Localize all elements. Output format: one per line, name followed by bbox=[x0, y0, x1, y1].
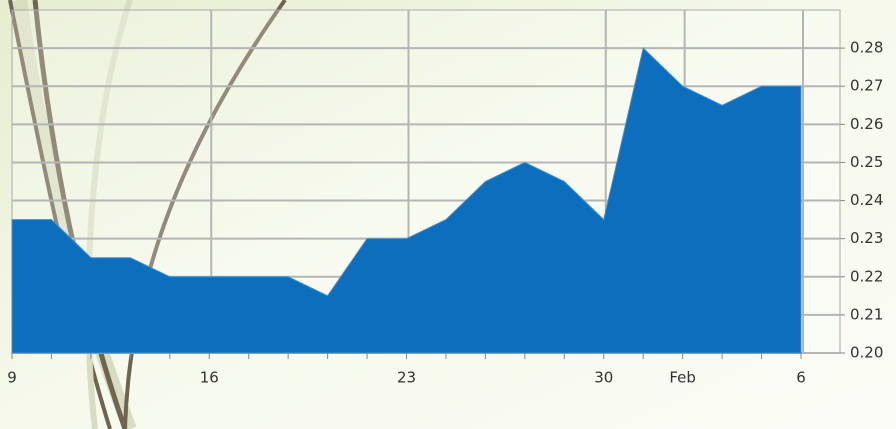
x-tick-label: 30 bbox=[594, 369, 613, 387]
y-tick-label: 0.25 bbox=[850, 153, 883, 171]
x-tick-label: 6 bbox=[796, 369, 806, 387]
x-tick-label: Feb bbox=[669, 369, 696, 387]
decoration bbox=[8, 0, 287, 429]
y-tick-label: 0.23 bbox=[850, 229, 883, 247]
y-tick-label: 0.22 bbox=[850, 267, 883, 285]
y-tick-label: 0.24 bbox=[850, 191, 883, 209]
x-tick-label: 23 bbox=[397, 369, 416, 387]
x-tick-label: 9 bbox=[7, 369, 17, 387]
y-tick-label: 0.27 bbox=[850, 77, 883, 95]
area bbox=[11, 47, 802, 354]
y-tick-label: 0.20 bbox=[850, 344, 883, 362]
y-tick-label: 0.21 bbox=[850, 305, 883, 323]
x-tick-label: 16 bbox=[200, 369, 219, 387]
y-tick-label: 0.26 bbox=[850, 115, 883, 133]
y-tick-label: 0.28 bbox=[850, 39, 883, 57]
